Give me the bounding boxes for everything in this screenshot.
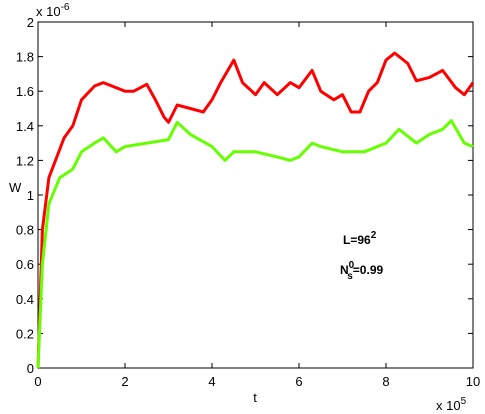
x-tick-label: 4 (208, 374, 215, 389)
annotation: L=962 (343, 230, 377, 247)
y-tick-label: 1.2 (16, 153, 34, 168)
y-tick-label: 0.4 (16, 292, 34, 307)
y-axis-label: W (9, 180, 22, 195)
y-tick-label: 1.8 (16, 50, 34, 65)
y-tick-label: 1 (27, 188, 34, 203)
y-tick-label: 0.8 (16, 223, 34, 238)
x-multiplier: x 105 (436, 396, 467, 413)
y-tick-label: 0.6 (16, 257, 34, 272)
x-tick-label: 10 (466, 374, 480, 389)
x-axis-label: t (253, 390, 257, 405)
y-tick-label: 1.4 (16, 119, 34, 134)
x-tick-label: 2 (121, 374, 128, 389)
y-tick-label: 0.2 (16, 326, 34, 341)
y-multiplier: x 10-6 (36, 2, 70, 19)
x-tick-label: 0 (34, 374, 41, 389)
data-line (36, 51, 475, 369)
x-tick-label: 6 (295, 374, 302, 389)
y-tick-label: 0 (27, 361, 34, 376)
y-tick-label: 2 (27, 15, 34, 30)
x-tick-label: 8 (382, 374, 389, 389)
annotation: N0 s=0.99 (340, 260, 383, 282)
data-line (36, 119, 474, 369)
y-tick-label: 1.6 (16, 84, 34, 99)
plot-frame (37, 21, 474, 369)
